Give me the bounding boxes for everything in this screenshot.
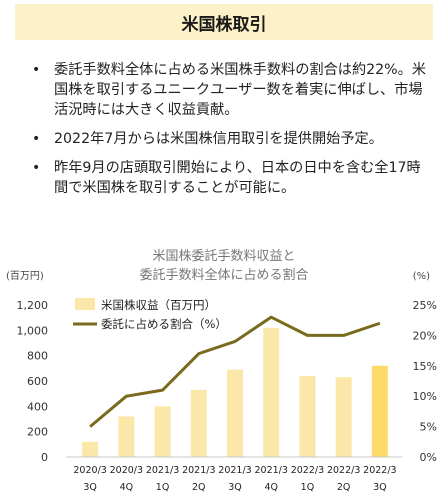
x-tick-label-year: 2022/3 — [291, 465, 324, 476]
bullet-dot: • — [32, 131, 41, 147]
chart-title-line-1: 米国株委託手数料収益と — [152, 249, 296, 264]
chart-title: 米国株委託手数料収益と 委託手数料全体に占める割合 — [0, 247, 448, 285]
legend-bar-label: 米国株収益（百万円） — [101, 298, 216, 312]
bar — [190, 389, 207, 457]
section-title: 米国株取引 — [181, 14, 267, 35]
legend-bar-swatch — [75, 298, 95, 310]
x-tick-label-quarter: 4Q — [264, 482, 278, 493]
bullet-text: 委託手数料全体に占める米国株手数料の割合は約22%。米国株を取引するユニークユー… — [54, 62, 427, 118]
y-left-tick-label: 1,000 — [17, 324, 49, 337]
x-tick-label-quarter: 4Q — [120, 482, 134, 493]
section-header: 米国株取引 — [15, 4, 433, 40]
y-right-tick-label: 10% — [413, 390, 437, 403]
x-tick-label-year: 2020/3 — [110, 465, 143, 476]
x-tick-label-quarter: 3Q — [373, 482, 387, 493]
bar — [335, 377, 352, 457]
y-left-tick-label: 600 — [27, 375, 48, 388]
x-tick-label-year: 2021/3 — [146, 465, 179, 476]
y-right-tick-label: 5% — [420, 421, 437, 434]
y-right-tick-label: 0% — [420, 451, 437, 464]
x-tick-label-year: 2020/3 — [73, 465, 106, 476]
y-left-tick-label: 400 — [27, 400, 48, 413]
x-tick-label-quarter: 1Q — [301, 482, 315, 493]
y-left-tick-label: 0 — [41, 451, 48, 464]
x-tick-label-year: 2022/3 — [327, 465, 360, 476]
bullet-text: 昨年9月の店頭取引開始により、日本の日中を含む全17時間で米国株を取引することが… — [54, 160, 421, 196]
bullet-item: • 2022年7月からは米国株信用取引を提供開始予定。 — [20, 129, 430, 149]
y-right-tick-label: 15% — [413, 360, 437, 373]
y-left-tick-label: 800 — [27, 350, 48, 363]
bar — [371, 365, 388, 457]
bar — [118, 416, 135, 457]
y-right-unit: (%) — [413, 271, 430, 282]
y-left-tick-label: 1,200 — [17, 299, 49, 312]
y-right-tick-label: 20% — [413, 329, 437, 342]
bullet-text: 2022年7月からは米国株信用取引を提供開始予定。 — [54, 131, 383, 147]
y-left-tick-label: 200 — [27, 426, 48, 439]
x-tick-label-year: 2021/3 — [218, 465, 251, 476]
y-left-unit: (百万円) — [6, 270, 44, 282]
x-tick-label-quarter: 1Q — [156, 482, 170, 493]
x-tick-label-year: 2021/3 — [182, 465, 215, 476]
bullet-item: • 委託手数料全体に占める米国株手数料の割合は約22%。米国株を取引するユニークユ… — [20, 60, 430, 120]
x-tick-label-quarter: 2Q — [337, 482, 351, 493]
bar — [154, 406, 171, 457]
bar — [299, 375, 316, 457]
x-tick-label-year: 2022/3 — [363, 465, 396, 476]
legend-line-label: 委託に占める割合（%） — [101, 317, 227, 331]
y-right-tick-label: 25% — [413, 299, 437, 312]
bullet-dot: • — [32, 160, 41, 176]
x-tick-label-year: 2021/3 — [255, 465, 288, 476]
bar — [227, 369, 243, 457]
x-tick-label-quarter: 3Q — [228, 482, 242, 493]
bullet-list: • 委託手数料全体に占める米国株手数料の割合は約22%。米国株を取引するユニークユ… — [20, 60, 430, 207]
bullet-item: • 昨年9月の店頭取引開始により、日本の日中を含む全17時間で米国株を取引すること… — [20, 158, 430, 198]
bar — [263, 327, 280, 457]
bar — [82, 441, 99, 457]
bullet-dot: • — [32, 62, 41, 78]
chart-title-line-2: 委託手数料全体に占める割合 — [139, 268, 309, 283]
x-tick-label-quarter: 2Q — [192, 482, 206, 493]
x-tick-label-quarter: 3Q — [83, 482, 97, 493]
